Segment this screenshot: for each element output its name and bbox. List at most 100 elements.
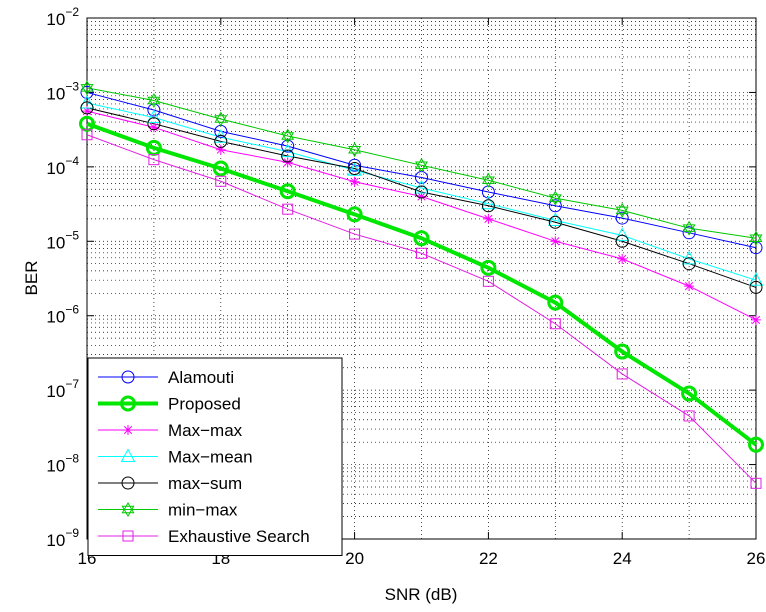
series-point <box>682 226 696 240</box>
series-point <box>415 185 428 199</box>
series-point <box>415 161 428 173</box>
series-point <box>346 206 363 223</box>
series-point <box>684 281 695 292</box>
series-point <box>749 234 763 246</box>
series-line <box>86 134 757 484</box>
series-point <box>212 160 229 177</box>
series-point <box>547 212 563 227</box>
y-tick-label: 10−5 <box>46 228 79 252</box>
series-point <box>281 139 295 153</box>
series-point <box>349 176 360 187</box>
series-point <box>81 129 93 141</box>
legend-label: max−sum <box>168 474 242 493</box>
series-line <box>86 102 757 281</box>
series-point <box>614 227 630 241</box>
y-axis-title: BER <box>22 261 41 296</box>
x-tick-label: 26 <box>747 549 766 568</box>
series-point <box>549 318 561 330</box>
series-point <box>415 157 428 170</box>
series-line <box>86 121 758 447</box>
series-point <box>148 122 159 133</box>
series-point <box>348 145 362 158</box>
series-point <box>548 190 562 202</box>
series-point <box>148 154 160 166</box>
series-point <box>548 199 562 213</box>
series-point <box>214 111 228 123</box>
series-point <box>82 106 92 117</box>
series-point <box>748 436 764 453</box>
series-point <box>348 162 362 176</box>
series-line <box>86 91 757 249</box>
x-tick-label: 24 <box>613 549 632 568</box>
series-point <box>550 236 561 247</box>
series-point <box>279 183 296 200</box>
series-point <box>282 203 294 215</box>
series-point <box>481 195 496 210</box>
y-tick-label: 10−7 <box>46 377 79 401</box>
series-point <box>749 230 763 242</box>
series-point <box>681 250 697 265</box>
series-point <box>348 158 362 172</box>
legend-swatch-marker <box>122 530 134 542</box>
series-point <box>146 109 162 124</box>
series-point <box>80 84 94 96</box>
series-point <box>482 275 494 287</box>
legend-swatch-marker <box>123 425 133 435</box>
legend-swatch-marker <box>121 370 135 384</box>
series-point <box>215 175 227 187</box>
series-point <box>214 134 228 148</box>
series-point <box>682 257 696 271</box>
series-point <box>749 280 763 294</box>
series-point <box>281 132 295 144</box>
series-point <box>215 144 226 155</box>
series-point <box>147 117 161 131</box>
series-point <box>79 94 95 109</box>
series-point <box>614 343 631 360</box>
series-point <box>80 101 94 115</box>
legend-label: Alamouti <box>168 368 234 387</box>
series-point <box>751 314 761 325</box>
y-tick-label: 10−2 <box>46 5 79 29</box>
series-markers <box>79 80 764 489</box>
series-point <box>750 477 762 489</box>
series-point <box>615 206 629 218</box>
series-point <box>615 202 629 215</box>
y-tick-label: 10−4 <box>46 154 79 178</box>
series-point <box>615 234 629 248</box>
series-point <box>682 220 696 232</box>
y-tick-label: 10−6 <box>46 303 79 327</box>
series-point <box>349 228 361 240</box>
x-tick-label: 20 <box>345 549 364 568</box>
series-point <box>80 85 94 99</box>
legend-label: Max−max <box>168 421 243 440</box>
y-tick-label: 10−9 <box>46 526 79 550</box>
legend-swatch-marker <box>121 476 135 490</box>
series-point <box>616 368 628 380</box>
series-point <box>214 115 228 127</box>
legend-label: min−max <box>168 501 238 520</box>
series-point <box>548 194 562 206</box>
grid <box>87 18 756 539</box>
series-point <box>547 294 564 311</box>
series-point <box>413 230 430 247</box>
legend-label: Max−mean <box>168 448 253 467</box>
y-tick-label: 10−3 <box>46 79 79 103</box>
y-tick-label: 10−8 <box>46 452 79 476</box>
legend-label: Exhaustive Search <box>168 527 310 546</box>
series-point <box>480 259 497 276</box>
series-point <box>348 142 362 154</box>
series-point <box>281 149 295 163</box>
legend: Alamouti Proposed Max−max Max−mean max−sum mi… <box>87 357 343 556</box>
series-point <box>416 191 427 202</box>
series-point <box>481 172 495 185</box>
series-point <box>548 215 562 229</box>
series-point <box>748 272 764 286</box>
legend-swatch-marker <box>120 395 136 412</box>
series-point <box>481 199 495 213</box>
series-point <box>617 253 628 264</box>
plot-frame <box>86 17 757 540</box>
legend-label: Proposed <box>168 395 241 414</box>
series-line <box>86 87 757 239</box>
series-point <box>80 80 94 92</box>
